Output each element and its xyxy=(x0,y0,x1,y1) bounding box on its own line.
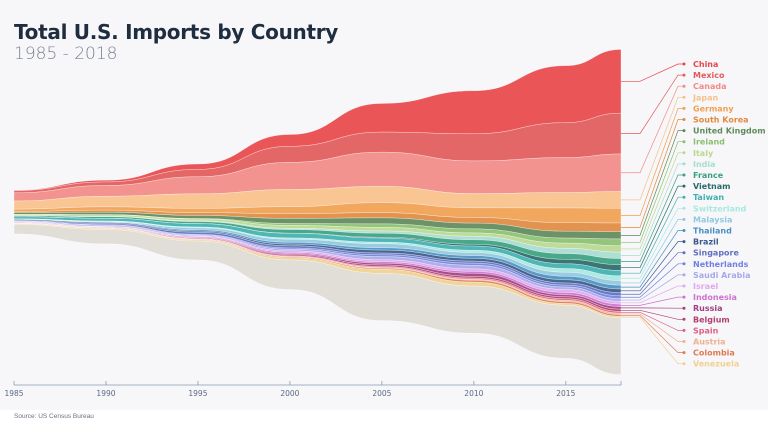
x-tick-label: 1995 xyxy=(188,389,207,398)
leader-line xyxy=(621,85,684,174)
leader-line xyxy=(621,263,684,298)
legend-label: Venezuela xyxy=(693,360,739,369)
legend-label: Italy xyxy=(693,149,714,158)
leader-line xyxy=(621,63,684,82)
leader-line xyxy=(621,74,684,134)
legend-label: Spain xyxy=(693,326,719,335)
legend-dot xyxy=(682,84,686,88)
legend-label: Colombia xyxy=(693,349,735,358)
leader-line xyxy=(621,230,684,288)
legend-label: Canada xyxy=(693,82,727,91)
leader-line xyxy=(621,196,684,274)
legend-label: Belgium xyxy=(693,315,730,324)
streamgraph: 1985 1990 1995 2000 2005 2010 2015 China Mexico C… xyxy=(4,49,766,398)
legend-dot xyxy=(682,284,686,288)
legend-label: Indonesia xyxy=(693,293,737,302)
legend-label: Austria xyxy=(693,338,726,347)
legend-dot xyxy=(682,273,686,277)
stream-other-countries xyxy=(13,224,622,375)
leader-line xyxy=(621,241,684,292)
legend-dot xyxy=(682,229,686,232)
leader-line xyxy=(621,152,684,250)
leader-line xyxy=(621,207,684,279)
legend-dot xyxy=(682,73,686,77)
legend-dot xyxy=(682,140,686,144)
leader-line xyxy=(621,316,684,365)
legend-label: United Kingdom xyxy=(693,127,766,136)
legend-dot xyxy=(682,118,686,121)
legend-label: Singapore xyxy=(693,249,739,258)
leader-line xyxy=(621,96,684,201)
leader-line xyxy=(621,119,684,228)
x-tick-label: 2005 xyxy=(372,389,391,398)
legend-dot xyxy=(682,251,686,255)
legend-label: Thailand xyxy=(693,227,732,236)
legend-dot xyxy=(682,295,686,299)
legend-label: Japan xyxy=(692,93,719,102)
legend-dot xyxy=(682,95,686,99)
legend-dot xyxy=(682,184,686,188)
legend-dot xyxy=(682,317,686,321)
legend-label: Mexico xyxy=(693,71,725,80)
legend-dot xyxy=(682,162,686,166)
legend-label: India xyxy=(693,160,716,169)
x-tick-label: 2010 xyxy=(464,389,483,398)
legend-label: Vietnam xyxy=(693,182,730,191)
legend-label: Netherlands xyxy=(693,260,749,269)
legend-label: Taiwan xyxy=(693,193,724,202)
legend-label: Saudi Arabia xyxy=(693,271,751,280)
chart-subtitle: 1985 - 2018 xyxy=(14,44,118,64)
legend-label: France xyxy=(693,171,724,180)
leader-line xyxy=(621,311,684,331)
legend-dot xyxy=(682,195,686,199)
legend-label: Russia xyxy=(693,304,723,313)
legend-dot xyxy=(682,106,686,110)
leader-line xyxy=(621,274,684,301)
leader-line xyxy=(621,174,684,262)
x-tick-label: 1985 xyxy=(4,389,23,398)
legend-dot xyxy=(682,217,686,221)
legend-dot xyxy=(682,206,686,210)
legend-label: Switzerland xyxy=(693,204,747,213)
leader-line xyxy=(621,285,684,304)
leader-line xyxy=(621,296,684,306)
chart-title: Total U.S. Imports by Country xyxy=(14,20,339,44)
legend-label: Ireland xyxy=(693,138,725,147)
legend-dot xyxy=(682,240,686,244)
leader-line xyxy=(621,219,684,284)
x-tick-label: 1990 xyxy=(96,389,115,398)
leader-line xyxy=(621,141,684,243)
legend-dot xyxy=(682,362,686,366)
legend-dot xyxy=(682,351,686,355)
legend-dot xyxy=(682,340,686,343)
leader-line xyxy=(621,309,684,320)
leader-line xyxy=(621,252,684,295)
legend-dot xyxy=(682,151,686,155)
legend-label: China xyxy=(693,60,718,69)
leader-line xyxy=(621,313,684,342)
legend-dot xyxy=(682,306,686,310)
source-note: Source: US Census Bureau xyxy=(14,413,94,420)
legend-label: Malaysia xyxy=(693,215,732,224)
leader-line xyxy=(621,130,684,236)
x-tick-label: 2015 xyxy=(556,389,575,398)
legend-dot xyxy=(682,328,686,332)
x-tick-label: 2000 xyxy=(280,389,299,398)
legend-dot xyxy=(682,262,686,266)
legend-dot xyxy=(682,129,686,133)
leader-line xyxy=(621,108,684,217)
legend-dot xyxy=(682,173,686,177)
leader-line xyxy=(621,185,684,268)
legend-label: Germany xyxy=(693,104,734,113)
legend-label: Brazil xyxy=(693,238,719,247)
leader-line xyxy=(621,315,684,353)
legend-dot xyxy=(682,62,686,66)
legend-label: Israel xyxy=(693,282,719,291)
leader-line xyxy=(621,163,684,256)
legend-label: South Korea xyxy=(693,116,749,125)
